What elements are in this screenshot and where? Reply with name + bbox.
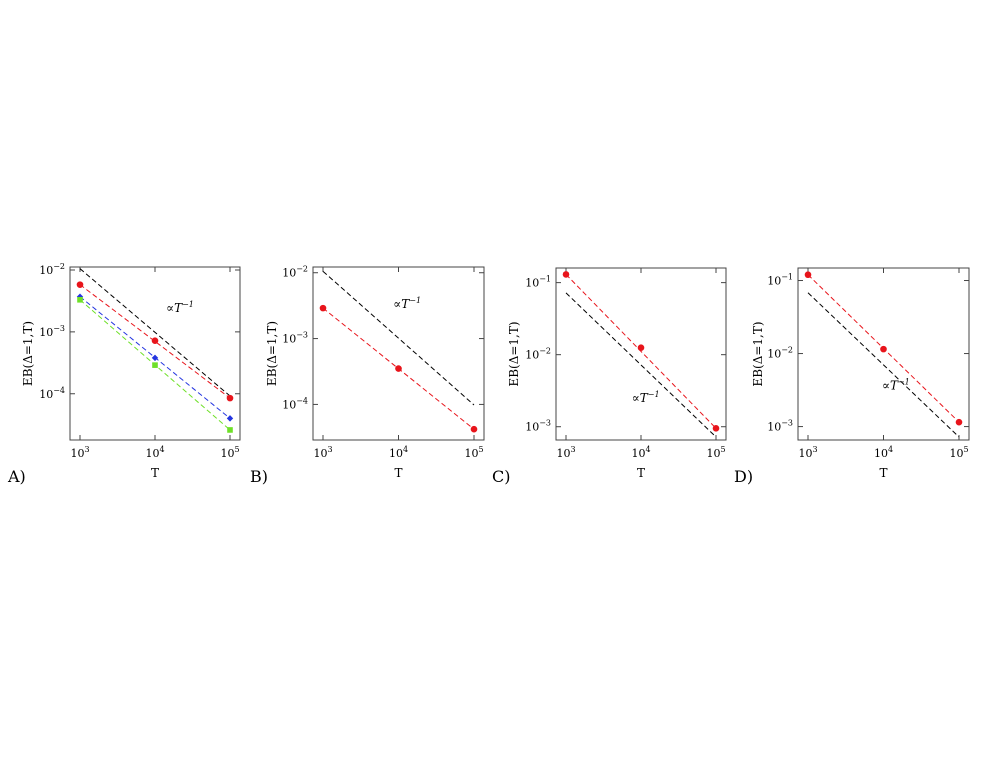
data-point (152, 362, 158, 368)
y-tick-label: 10−1 (767, 273, 793, 288)
panel-c: 103 104 105 10−1 10−2 10−3 T EB(Δ=1,T) C) ∝T−1 (492, 267, 727, 486)
x-tick-label: 105 (949, 445, 968, 460)
reference-line (79, 268, 231, 397)
x-tick-label: 104 (389, 445, 408, 460)
y-tick-label: 10−2 (282, 265, 308, 280)
x-tick-label: 103 (798, 445, 817, 460)
data-point (804, 271, 812, 279)
data-point (637, 344, 645, 351)
plot-frame (555, 267, 727, 441)
reference-line (807, 292, 960, 438)
data-point (319, 304, 327, 312)
y-tick-label: 10−1 (525, 275, 551, 290)
y-tick-label: 10−4 (282, 396, 308, 411)
plot-frame (797, 267, 970, 441)
series-fit-line (565, 274, 717, 429)
x-tick-label: 104 (631, 445, 650, 460)
data-point (880, 345, 887, 353)
annotation-label: ∝T−1 (393, 296, 421, 311)
panel-a: 103 104 105 10−2 10−3 10−4 T EB(Δ=1,T) A) ∝T−1 (7, 262, 241, 486)
x-tick-label: 105 (220, 445, 239, 460)
x-axis-label: T (151, 466, 159, 480)
data-point (151, 354, 159, 362)
y-axis-label: EB(Δ=1,T) (507, 321, 521, 386)
data-point (470, 425, 478, 433)
y-tick-label: 10−3 (525, 419, 551, 434)
data-point (955, 418, 963, 426)
reference-line (322, 270, 475, 406)
x-tick-label: 105 (464, 445, 483, 460)
y-tick-label: 10−3 (39, 324, 65, 339)
y-tick-label: 10−3 (282, 331, 308, 346)
data-point (712, 425, 720, 432)
data-point (77, 296, 83, 303)
x-axis-label: T (879, 466, 887, 480)
y-tick-label: 10−2 (39, 262, 65, 277)
annotation-label: ∝T−1 (166, 300, 194, 315)
panel-b: 103 104 105 10−2 10−3 10−4 T EB(Δ=1,T) B) ∝T−1 (250, 265, 485, 486)
x-tick-label: 103 (556, 445, 575, 460)
plot-frame (69, 266, 241, 441)
data-point (76, 281, 84, 288)
x-axis-label: T (394, 466, 402, 480)
x-tick-label: 103 (313, 445, 332, 460)
data-point (226, 415, 234, 422)
panel-d: 103 104 105 10−1 10−2 10−3 T EB(Δ=1,T) D) ∝T−1 (734, 267, 970, 486)
panel-tag: D) (734, 467, 753, 486)
reference-line (565, 292, 717, 438)
x-tick-label: 105 (706, 445, 725, 460)
data-point (395, 365, 402, 372)
annotation-label: ∝T−1 (882, 378, 910, 393)
panel-tag: B) (250, 467, 268, 486)
plot-frame (312, 266, 485, 441)
x-axis-label: T (637, 466, 645, 480)
y-axis-label: EB(Δ=1,T) (751, 321, 765, 386)
y-axis-label: EB(Δ=1,T) (265, 321, 279, 386)
panel-tag: C) (492, 467, 510, 486)
y-tick-label: 10−2 (525, 347, 551, 362)
data-point (562, 271, 570, 278)
y-tick-label: 10−2 (767, 346, 793, 361)
panel-tag: A) (7, 467, 26, 486)
data-point (151, 337, 159, 345)
data-point (226, 394, 234, 402)
y-tick-label: 10−3 (767, 419, 793, 434)
x-tick-label: 104 (874, 445, 893, 460)
x-tick-label: 104 (145, 445, 164, 460)
x-tick-label: 103 (70, 445, 89, 460)
y-tick-label: 10−4 (39, 386, 65, 401)
annotation-label: ∝T−1 (632, 390, 660, 405)
series-fit-line (79, 284, 231, 399)
data-point (227, 427, 233, 433)
y-axis-label: EB(Δ=1,T) (21, 321, 35, 386)
